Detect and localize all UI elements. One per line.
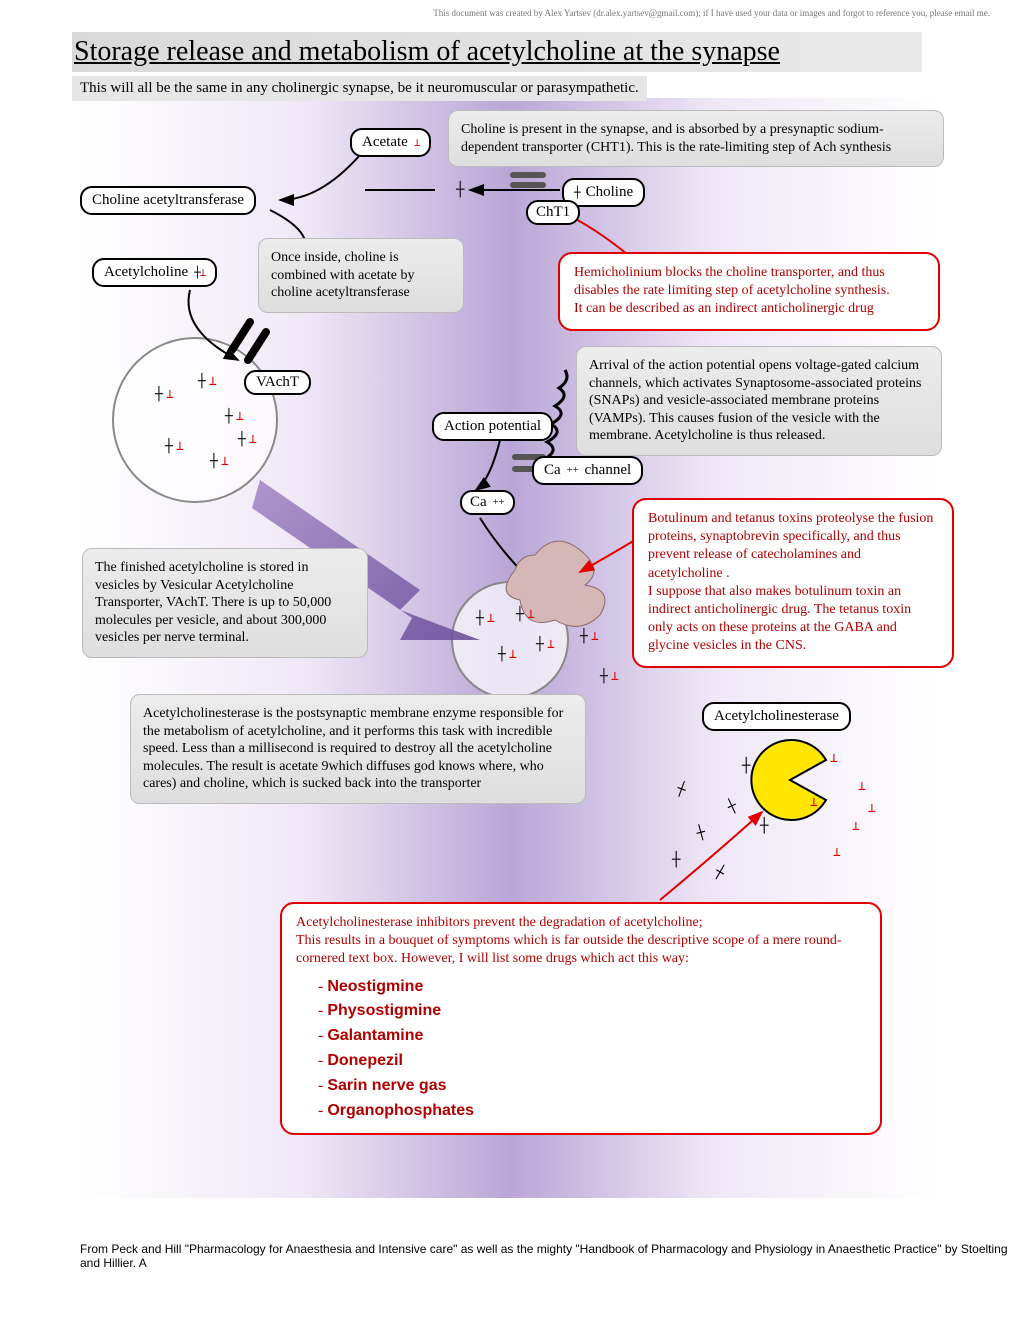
- info-vatch: The finished acetylcholine is stored in …: [82, 548, 368, 658]
- label-ca: Ca++: [460, 490, 515, 515]
- label-acetate: Acetate ⊥: [350, 128, 431, 157]
- label-action-potential: Action potential: [432, 412, 553, 441]
- info-ache: Acetylcholinesterase is the postsynaptic…: [130, 694, 586, 804]
- footer-citation: From Peck and Hill "Pharmacology for Ana…: [80, 1242, 1020, 1270]
- drug-5: Organophosphates: [318, 1099, 866, 1124]
- warn-botulinum: Botulinum and tetanus toxins proteolyse …: [632, 498, 954, 668]
- label-vatch: VAchT: [244, 370, 311, 395]
- info-release-step: Arrival of the action potential opens vo…: [576, 346, 942, 456]
- drug-4: Sarin nerve gas: [318, 1074, 866, 1099]
- subtitle: This will all be the same in any choline…: [72, 76, 647, 101]
- achei-intro: Acetylcholinesterase inhibitors prevent …: [296, 914, 866, 969]
- choline-text: Choline: [586, 184, 634, 201]
- label-cht1: ChT1: [526, 200, 580, 225]
- label-ca-channel: Ca++ channel: [532, 456, 643, 485]
- page: This document was created by Alex Yartse…: [0, 0, 1020, 1320]
- drug-0: Neostigmine: [318, 975, 866, 1000]
- attribution-line: This document was created by Alex Yartse…: [0, 8, 990, 18]
- achei-drug-list: Neostigmine Physostigmine Galantamine Do…: [318, 975, 866, 1124]
- label-ache: Acetylcholinesterase: [702, 702, 851, 731]
- warn-hemicholinium: Hemicholinium blocks the choline transpo…: [558, 252, 940, 331]
- label-ach: Acetylcholine ┼⊥: [92, 258, 217, 287]
- info-cat-step: Once inside, choline is combined with ac…: [258, 238, 464, 313]
- page-title: Storage release and metabolism of acetyl…: [72, 36, 780, 67]
- warn-achei: Acetylcholinesterase inhibitors prevent …: [280, 902, 882, 1135]
- title-bar: Storage release and metabolism of acetyl…: [72, 32, 922, 72]
- label-cat: Choline acetyltransferase: [80, 186, 256, 215]
- acetate-text: Acetate: [362, 134, 408, 151]
- ach-text: Acetylcholine: [104, 264, 188, 281]
- drug-1: Physostigmine: [318, 999, 866, 1024]
- info-choline-uptake: Choline is present in the synapse, and i…: [448, 110, 944, 167]
- drug-3: Donepezil: [318, 1049, 866, 1074]
- drug-2: Galantamine: [318, 1024, 866, 1049]
